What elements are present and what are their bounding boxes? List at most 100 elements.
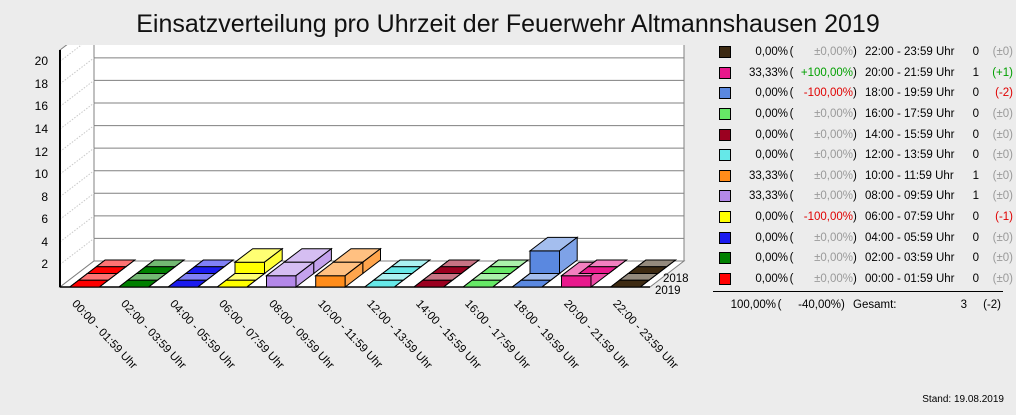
legend-item[interactable]: 0,00%(-100,00%) 06:00 - 07:59 Uhr 0 (-1) — [713, 207, 1013, 228]
legend-count: 1 — [972, 190, 979, 203]
legend-count-delta: (-2) — [995, 87, 1013, 100]
chart-bar-zero-front — [510, 279, 553, 288]
legend-paren-close: ) — [853, 231, 857, 244]
chart-bar-side — [559, 236, 578, 275]
status-date: Stand: 19.08.2019 — [922, 394, 1004, 405]
legend-count: 0 — [972, 87, 979, 100]
legend-count: 0 — [972, 272, 979, 285]
legend-item[interactable]: 0,00%(±0,00%) 00:00 - 01:59 Uhr 0 (±0) — [713, 269, 1013, 290]
legend-color-swatch — [719, 108, 731, 121]
legend-percent: 0,00% — [755, 149, 788, 162]
legend-paren-open: ( — [789, 252, 794, 265]
legend-time-range: 22:00 - 23:59 Uhr — [865, 46, 955, 59]
legend-paren-open: ( — [777, 299, 782, 312]
chart-gridline-depth — [59, 192, 95, 220]
legend-count-delta: (+1) — [992, 66, 1013, 79]
legend-percent: 0,00% — [755, 252, 788, 265]
legend-count: 1 — [972, 169, 979, 182]
chart-gridline-depth — [59, 80, 95, 107]
depth-axis-label-2018: 2018 — [663, 273, 689, 285]
chart-bar-front — [266, 275, 297, 288]
y-axis-tick: 16 — [34, 99, 48, 114]
legend-item[interactable]: 0,00%(±0,00%) 14:00 - 15:59 Uhr 0 (±0) — [713, 124, 1013, 145]
legend-count-delta: (±0) — [992, 128, 1013, 141]
legend-delta: ±0,00% — [814, 169, 853, 182]
chart-bar-front — [315, 275, 346, 288]
legend-item[interactable]: 33,33%(+100,00%) 20:00 - 21:59 Uhr 1 (+1) — [713, 63, 1013, 84]
legend-paren-close: ) — [853, 66, 857, 79]
legend-count-delta: (±0) — [992, 46, 1013, 59]
legend-delta: ±0,00% — [814, 190, 853, 203]
legend-percent: 33,33% — [748, 66, 788, 79]
legend-total-count: 3 — [960, 299, 967, 312]
legend-item[interactable]: 0,00%(±0,00%) 02:00 - 03:59 Uhr 0 (±0) — [713, 248, 1013, 269]
legend-color-swatch — [719, 231, 731, 244]
legend-count: 1 — [972, 66, 979, 79]
y-axis-tick: 12 — [34, 144, 48, 159]
legend-count: 0 — [972, 149, 979, 162]
legend-time-range: 00:00 - 01:59 Uhr — [865, 272, 955, 285]
legend-paren-open: ( — [789, 211, 794, 224]
legend-time-range: 18:00 - 19:59 Uhr — [865, 87, 955, 100]
legend-color-swatch — [719, 211, 731, 224]
y-axis-tick: 20 — [34, 54, 48, 69]
legend-paren-close: ) — [853, 190, 857, 203]
legend-paren-close: ) — [853, 272, 857, 285]
legend-color-swatch — [719, 252, 731, 265]
legend-paren-open: ( — [789, 46, 794, 59]
legend-total-label: Gesamt: — [853, 299, 897, 312]
chart-bar-side — [264, 247, 283, 275]
chart-bar-zero-front — [68, 279, 110, 288]
legend-time-range: 06:00 - 07:59 Uhr — [865, 211, 955, 224]
legend-paren-open: ( — [789, 149, 794, 162]
legend-count-delta: (±0) — [992, 231, 1013, 244]
chart-bar-front — [529, 250, 560, 274]
legend-paren-open: ( — [789, 108, 794, 121]
legend-percent: 0,00% — [755, 211, 788, 224]
legend-paren-close: ) — [853, 128, 857, 141]
legend-percent: 0,00% — [755, 87, 788, 100]
chart-bar-zero-front — [577, 266, 619, 274]
legend-paren-open: ( — [789, 190, 794, 203]
legend-item[interactable]: 0,00%(-100,00%) 18:00 - 19:59 Uhr 0 (-2) — [713, 83, 1013, 104]
legend-item[interactable]: 33,33%(±0,00%) 10:00 - 11:59 Uhr 1 (±0) — [713, 166, 1013, 187]
legend-item[interactable]: 0,00%(±0,00%) 04:00 - 05:59 Uhr 0 (±0) — [713, 227, 1013, 248]
legend-paren-close: ) — [841, 299, 845, 312]
legend-percent: 0,00% — [755, 46, 788, 59]
chart-bar-front — [234, 261, 265, 274]
legend-paren-open: ( — [789, 231, 794, 244]
y-axis-tick: 2 — [41, 257, 48, 272]
legend-item[interactable]: 0,00%(±0,00%) 22:00 - 23:59 Uhr 0 (±0) — [713, 42, 1013, 63]
chart-gridline-depth — [59, 215, 95, 243]
legend-total-row: 100,00% ( -40,00% ) Gesamt: 3 (-2) — [713, 292, 1009, 315]
chart-bar-zero-front — [412, 279, 454, 288]
legend-color-swatch — [719, 190, 731, 203]
legend-time-range: 02:00 - 03:59 Uhr — [865, 252, 955, 265]
legend-paren-open: ( — [789, 169, 794, 182]
legend-item[interactable]: 33,33%(±0,00%) 08:00 - 09:59 Uhr 1 (±0) — [713, 186, 1013, 207]
legend-paren-open: ( — [789, 87, 794, 100]
legend-time-range: 20:00 - 21:59 Uhr — [865, 66, 955, 79]
legend-paren-open: ( — [789, 128, 794, 141]
chart-gridline-depth — [59, 125, 95, 152]
legend-delta: ±0,00% — [814, 252, 853, 265]
legend-count: 0 — [972, 231, 979, 244]
legend-item[interactable]: 0,00%(±0,00%) 12:00 - 13:59 Uhr 0 (±0) — [713, 145, 1013, 166]
chart-gridline-depth — [59, 238, 95, 265]
legend-percent: 0,00% — [755, 108, 788, 121]
legend-total-delta: -40,00% — [798, 299, 841, 312]
legend-separator — [713, 291, 1003, 293]
legend-color-swatch — [719, 169, 731, 182]
legend-item[interactable]: 0,00%(±0,00%) 16:00 - 17:59 Uhr 0 (±0) — [713, 104, 1013, 125]
legend-count: 0 — [972, 252, 979, 265]
depth-axis-label-2019: 2019 — [655, 285, 681, 297]
legend-percent: 33,33% — [748, 190, 788, 203]
chart-bar-zero-front — [215, 279, 258, 288]
legend-paren-open: ( — [789, 66, 794, 79]
legend-count: 0 — [972, 46, 979, 59]
chart-legend: 0,00%(±0,00%) 22:00 - 23:59 Uhr 0 (±0) 33,33… — [713, 42, 1013, 315]
chart-gridline-depth — [59, 57, 95, 85]
chart-3d-canvas — [58, 45, 686, 289]
y-axis-tick: 10 — [34, 167, 48, 182]
page-title: Einsatzverteilung pro Uhrzeit der Feuerw… — [136, 10, 880, 38]
